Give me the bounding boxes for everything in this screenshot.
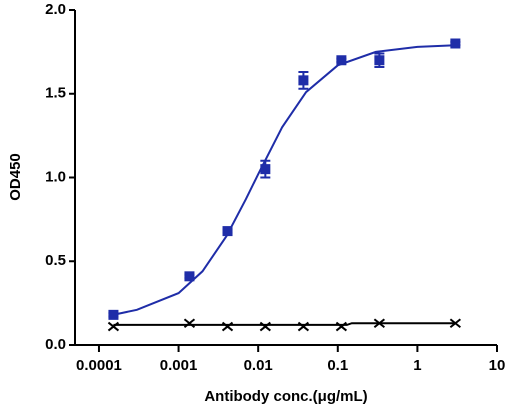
x-tick-label: 1 <box>413 357 421 374</box>
data-point <box>335 321 348 332</box>
y-tick-label: 1.0 <box>45 168 66 185</box>
data-point <box>222 226 233 237</box>
y-axis-label: OD450 <box>7 153 24 201</box>
data-point <box>336 55 347 66</box>
x-tick-label: 0.1 <box>327 357 348 374</box>
data-point <box>108 309 119 320</box>
x-tick-label: 0.01 <box>244 357 273 374</box>
data-point <box>221 321 234 332</box>
y-tick-label: 1.5 <box>45 85 66 102</box>
data-point <box>449 318 461 329</box>
data-point <box>184 271 195 282</box>
x-tick-label: 0.0001 <box>76 357 122 374</box>
fit-curve <box>112 44 456 316</box>
data-point <box>450 38 461 49</box>
x-tick-label: 0.001 <box>160 357 198 374</box>
data-point <box>297 321 310 332</box>
y-tick-label: 2.0 <box>45 1 66 18</box>
data-point <box>107 321 120 332</box>
data-point <box>260 164 271 175</box>
fit-curve <box>113 322 456 326</box>
data-point <box>183 318 196 329</box>
data-point <box>373 318 386 329</box>
x-axis-label: Antibody conc.(μg/mL) <box>204 388 367 405</box>
y-tick-label: 0.0 <box>45 336 66 353</box>
data-point <box>259 321 271 332</box>
x-tick-label: 10 <box>489 357 506 374</box>
data-point <box>298 75 309 86</box>
data-point <box>374 55 385 66</box>
y-tick-label: 0.5 <box>45 252 66 269</box>
